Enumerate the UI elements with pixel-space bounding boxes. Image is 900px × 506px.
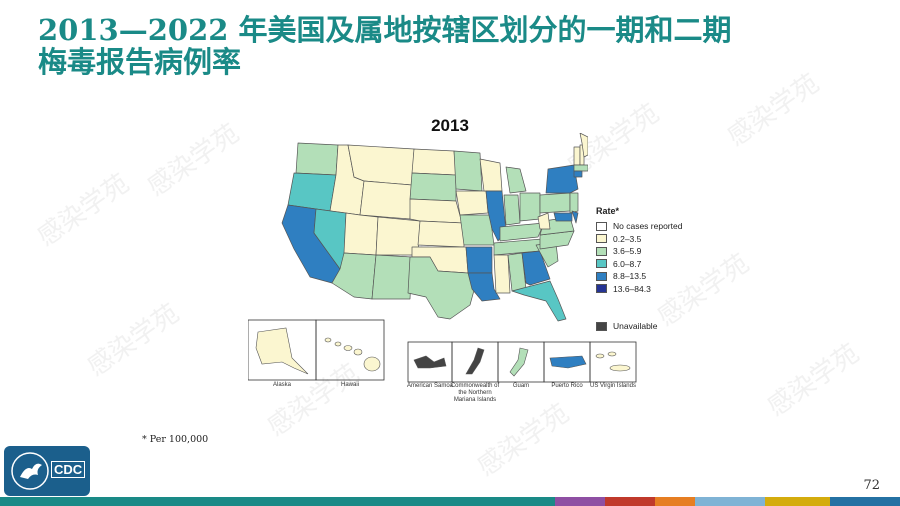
legend-label: 6.0–8.7 <box>613 258 642 269</box>
legend-swatch <box>596 221 607 231</box>
state-delaware <box>571 210 579 224</box>
inset-frame-usvi <box>589 341 637 383</box>
territory-guam <box>509 347 529 377</box>
map-legend: Rate* No cases reported 0.2–3.5 3.6–5.9 … <box>596 206 682 331</box>
state-massachusetts <box>573 164 588 172</box>
inset-frame-hawaii <box>315 319 385 381</box>
territory-usvi <box>595 351 631 372</box>
footer-bar-segment <box>0 497 555 506</box>
state-ohio <box>519 192 541 222</box>
legend-swatch <box>596 259 607 269</box>
inset-label-puerto-rico: Puerto Rico <box>551 383 583 389</box>
legend-label: No cases reported <box>613 221 683 232</box>
state-maryland <box>553 212 573 222</box>
insets-svg <box>247 319 637 383</box>
us-map <box>281 133 588 322</box>
footer-bar-segment <box>830 497 900 506</box>
state-florida <box>511 280 567 322</box>
footer-bar-segment <box>655 497 695 506</box>
footer-bar-segment <box>695 497 765 506</box>
state-south-dakota <box>409 172 457 202</box>
state-new-jersey <box>569 192 579 214</box>
inset-label-usvi: US Virgin Islands <box>590 383 636 389</box>
territory-cnmi <box>465 347 485 375</box>
legend-label: 8.8–13.5 <box>613 271 647 282</box>
state-michigan <box>505 166 527 194</box>
hhs-eagle-icon <box>11 452 49 490</box>
legend-item: 6.0–8.7 <box>596 258 682 271</box>
legend-item: 8.8–13.5 <box>596 270 682 283</box>
state-louisiana <box>467 272 501 302</box>
watermark-text: 感染学苑 <box>762 338 865 423</box>
slide-title-line1: 2013—2022 年美国及属地按辖区划分的一期和二期 <box>38 13 732 47</box>
legend-swatch <box>596 234 607 244</box>
state-indiana <box>503 194 521 226</box>
cdc-logo: CDC <box>4 446 90 496</box>
state-mississippi <box>493 254 511 294</box>
state-wyoming <box>359 180 413 220</box>
state-georgia <box>521 250 551 286</box>
inset-label-guam: Guam <box>512 383 530 389</box>
state-kentucky <box>499 222 545 242</box>
map-insets: Alaska Hawaii American Samoa Commonwealt… <box>247 318 648 403</box>
state-nebraska <box>409 198 463 224</box>
state-utah <box>343 212 379 256</box>
legend-swatch <box>596 246 607 256</box>
inset-label-hawaii: Hawaii <box>340 382 359 388</box>
territory-american-samoa <box>413 355 447 369</box>
legend-label: 0.2–3.5 <box>613 233 642 244</box>
slide-title: 2013—2022 年美国及属地按辖区划分的一期和二期 梅毒报告病例率 <box>38 14 858 78</box>
inset-label-american-samoa: American Samoa <box>406 383 454 389</box>
watermark-text: 感染学苑 <box>472 398 575 483</box>
legend-swatch <box>596 284 607 294</box>
state-new-york <box>545 164 579 194</box>
state-texas <box>407 256 477 320</box>
state-north-dakota <box>411 148 457 176</box>
state-new-mexico <box>371 254 413 300</box>
cdc-logo-text: CDC <box>51 461 86 478</box>
legend-unavailable: Unavailable <box>596 321 657 331</box>
footer-color-bar <box>0 497 900 506</box>
footer-bar-segment <box>555 497 605 506</box>
legend-item: 13.6–84.3 <box>596 283 682 296</box>
legend-title: Rate* <box>596 206 620 216</box>
watermark-text: 感染学苑 <box>82 298 185 383</box>
legend-swatch <box>596 271 607 281</box>
state-minnesota <box>453 150 483 192</box>
state-maine <box>579 133 588 158</box>
state-wisconsin <box>479 158 503 192</box>
territory-puerto-rico <box>549 355 587 369</box>
watermark-text: 感染学苑 <box>32 168 135 253</box>
state-oregon <box>287 172 337 212</box>
footer-bar-segment <box>765 497 830 506</box>
footer-bar-segment <box>605 497 655 506</box>
legend-item: 0.2–3.5 <box>596 233 682 246</box>
state-kansas <box>417 220 465 248</box>
state-vermont <box>573 146 581 166</box>
slide-title-line2: 梅毒报告病例率 <box>38 45 242 79</box>
state-west-virginia <box>537 212 551 230</box>
state-iowa <box>455 190 489 216</box>
state-alaska <box>255 327 309 375</box>
legend-label: 13.6–84.3 <box>613 283 651 294</box>
state-missouri <box>459 214 495 246</box>
footnote: * Per 100,000 <box>142 434 209 445</box>
state-washington <box>295 142 339 176</box>
legend-swatch <box>596 321 607 331</box>
legend-label: Unavailable <box>613 321 658 331</box>
state-connecticut <box>573 170 583 178</box>
state-hawaii <box>324 337 381 372</box>
inset-label-alaska: Alaska <box>272 382 291 388</box>
legend-item: No cases reported <box>596 220 682 233</box>
map-year-label: 2013 <box>431 116 469 135</box>
inset-label-cnmi: Commonwealth of the Northern Mariana Isl… <box>450 383 500 403</box>
legend-item: 3.6–5.9 <box>596 245 682 258</box>
legend-label: 3.6–5.9 <box>613 246 642 257</box>
state-arkansas <box>465 246 493 274</box>
state-pennsylvania <box>539 192 571 214</box>
page-number: 72 <box>863 478 880 493</box>
